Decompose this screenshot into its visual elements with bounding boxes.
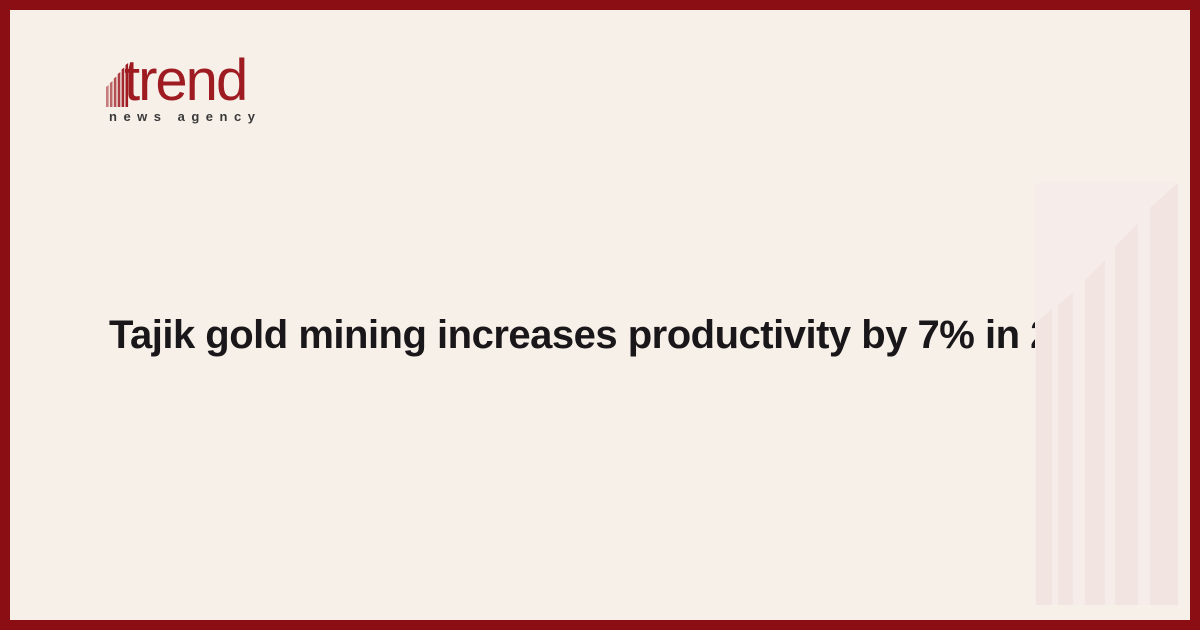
trend-logo: trend news agency <box>10 10 310 140</box>
rising-bars-icon <box>106 63 129 107</box>
headline: Tajik gold mining increases productivity… <box>109 313 1118 357</box>
logo-wordmark: trend <box>124 48 248 113</box>
logo-tagline: news agency <box>109 109 262 124</box>
rising-bars-watermark <box>1035 183 1178 605</box>
